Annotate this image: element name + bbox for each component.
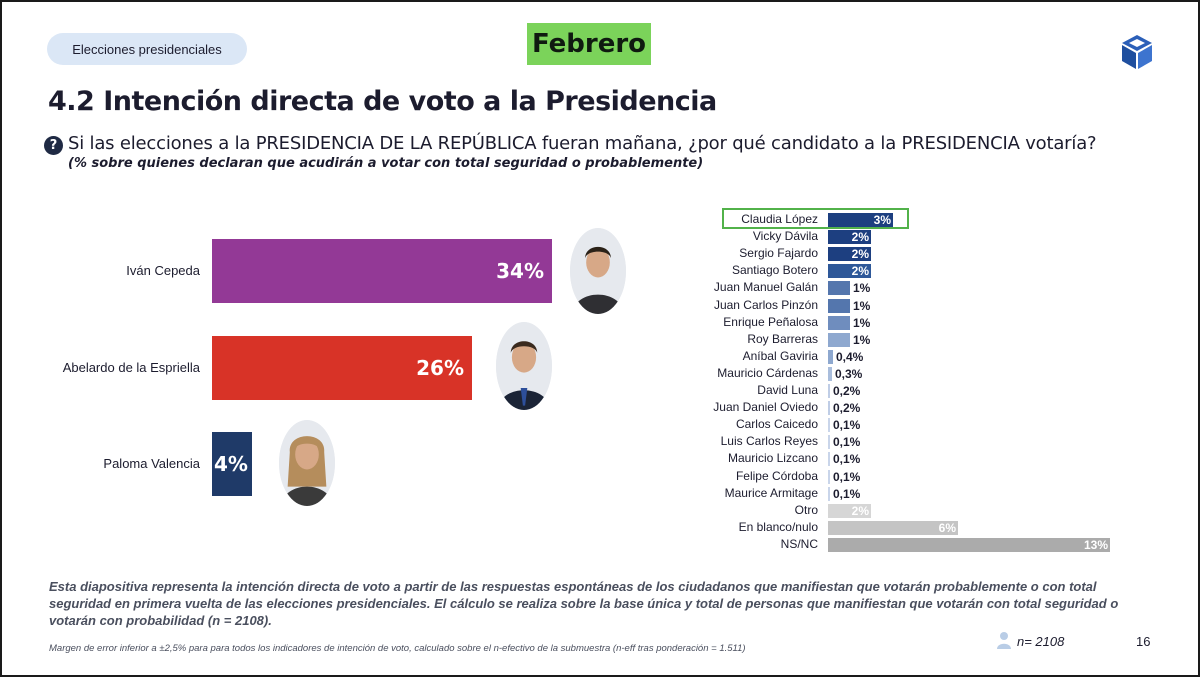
bar <box>828 316 850 330</box>
bar <box>828 213 893 227</box>
bar-label: Aníbal Gaviria <box>742 349 818 363</box>
margin-of-error-note: Margen de error inferior a ±2,5% para pa… <box>49 643 746 654</box>
page-number: 16 <box>1136 634 1151 649</box>
bar-label: Juan Manuel Galán <box>713 280 818 294</box>
bar-value-label: 13% <box>1083 538 1108 552</box>
bar <box>212 239 552 303</box>
person-icon <box>997 632 1011 649</box>
bar <box>828 521 958 535</box>
bar-label: Mauricio Cárdenas <box>717 366 818 380</box>
bar-value-label: 4% <box>214 452 248 476</box>
bar-value-label: 1% <box>853 299 871 313</box>
bar <box>828 281 850 295</box>
highlight-box <box>722 208 909 229</box>
bar-value-label: 6% <box>938 521 956 535</box>
bar <box>828 418 830 432</box>
bar <box>828 401 830 415</box>
methodology-note: Esta diapositiva representa la intención… <box>49 579 1119 628</box>
bar <box>828 470 830 484</box>
candidate-photo-espriella <box>496 322 552 410</box>
bar <box>212 336 472 400</box>
bar-label: Juan Carlos Pinzón <box>713 298 818 312</box>
bar-label: Maurice Armitage <box>724 486 818 500</box>
bar-value-label: 1% <box>853 316 871 330</box>
bar-label: En blanco/nulo <box>738 520 818 534</box>
bar <box>828 538 1110 552</box>
bar-label: David Luna <box>757 383 818 397</box>
page-title: 4.2 Intención directa de voto a la Presi… <box>48 86 717 117</box>
question-text: Si las elecciones a la PRESIDENCIA DE LA… <box>68 133 1097 154</box>
bar-value-label: 0,1% <box>833 452 861 466</box>
bar-value-label: 0,4% <box>836 350 864 364</box>
bar <box>828 487 830 501</box>
bar-label: Vicky Dávila <box>752 229 818 243</box>
bar-value-label: 0,2% <box>833 401 861 415</box>
bar-label: Carlos Caicedo <box>735 417 818 431</box>
bar-label: Roy Barreras <box>747 332 818 346</box>
bar-value-label: 2% <box>851 247 869 261</box>
bar <box>828 264 871 278</box>
bar <box>212 432 252 496</box>
bar-value-label: 1% <box>853 333 871 347</box>
candidate-photo-cepeda <box>570 228 626 314</box>
bar <box>828 350 833 364</box>
bar <box>828 230 871 244</box>
bar-label: Santiago Botero <box>731 263 818 277</box>
question-subtitle: (% sobre quienes declaran que acudirán a… <box>68 156 704 171</box>
bar-value-label: 2% <box>851 264 869 278</box>
bar-value-label: 2% <box>851 504 869 518</box>
bar <box>828 247 871 261</box>
bar <box>828 367 832 381</box>
bar-value-label: 0,2% <box>833 384 861 398</box>
bar-label: Mauricio Lizcano <box>727 451 818 465</box>
bar-value-label: 0,3% <box>835 367 863 381</box>
bar-label: Paloma Valencia <box>103 456 200 471</box>
bar-value-label: 0,1% <box>833 435 861 449</box>
bar-label: NS/NC <box>780 537 818 551</box>
section-pill: Elecciones presidenciales <box>47 33 247 65</box>
sample-size: n= 2108 <box>1017 634 1065 649</box>
question-icon: ? <box>44 136 63 155</box>
bar-value-label: 3% <box>873 213 891 227</box>
bar-label: Felipe Córdoba <box>735 469 818 483</box>
bar-value-label: 2% <box>851 230 869 244</box>
bar-label: Otro <box>794 503 818 517</box>
bar <box>828 384 830 398</box>
bar <box>828 333 850 347</box>
bar-value-label: 34% <box>496 259 544 283</box>
bar <box>828 435 830 449</box>
bar-label: Juan Daniel Oviedo <box>713 400 818 414</box>
cube-logo-icon <box>1122 35 1152 69</box>
bar <box>828 504 871 518</box>
candidate-photo-valencia <box>279 420 335 506</box>
bar-value-label: 0,1% <box>833 487 861 501</box>
bar-value-label: 1% <box>853 281 871 295</box>
bar-value-label: 26% <box>416 356 464 380</box>
bar <box>828 452 830 466</box>
month-badge: Febrero <box>527 23 651 65</box>
bar <box>828 299 850 313</box>
bar-label: Abelardo de la Espriella <box>62 360 200 375</box>
bar-label: Claudia López <box>741 212 818 226</box>
bar-value-label: 0,1% <box>833 418 861 432</box>
bar-label: Enrique Peñalosa <box>723 315 818 329</box>
bar-label: Iván Cepeda <box>126 263 200 278</box>
bar-value-label: 0,1% <box>833 470 861 484</box>
bar-label: Luis Carlos Reyes <box>720 434 818 448</box>
bar-label: Sergio Fajardo <box>739 246 818 260</box>
